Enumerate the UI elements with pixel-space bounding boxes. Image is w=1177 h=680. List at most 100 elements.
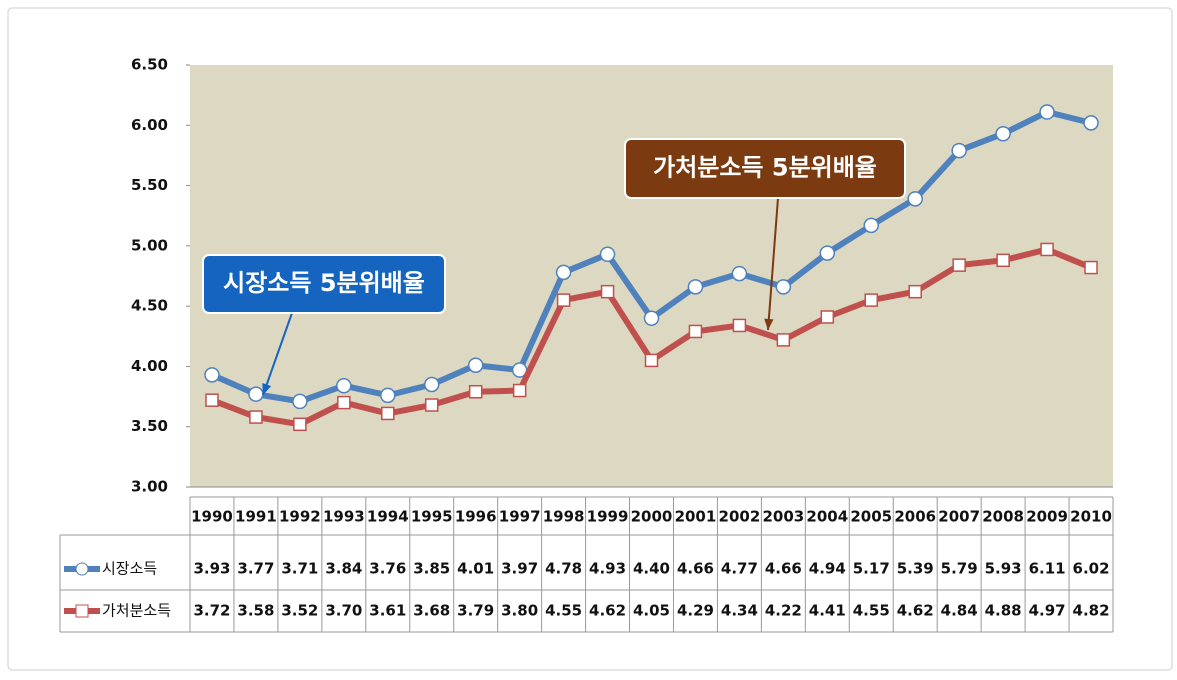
x-tick-label: 2010 xyxy=(1070,508,1112,526)
annotation-arrowhead xyxy=(262,383,272,395)
point xyxy=(467,357,484,373)
x-tick-label: 2002 xyxy=(719,508,761,526)
point xyxy=(863,217,880,234)
table-cell: 3.97 xyxy=(501,560,538,578)
point xyxy=(1039,104,1055,120)
point xyxy=(556,293,571,307)
annotation-box xyxy=(202,254,446,314)
x-tick-label: 1992 xyxy=(279,508,321,526)
table-cell: 3.93 xyxy=(193,560,230,578)
table-cell: 4.78 xyxy=(545,560,582,578)
point xyxy=(951,142,967,159)
table-cell: 4.55 xyxy=(853,602,890,620)
point xyxy=(819,245,836,261)
table-cell: 4.40 xyxy=(633,560,670,578)
table-cell: 3.80 xyxy=(501,602,538,620)
point xyxy=(820,310,835,324)
point xyxy=(952,258,966,272)
table-cell: 4.88 xyxy=(985,602,1022,620)
table-cell: 3.77 xyxy=(237,560,274,578)
table-cell: 3.68 xyxy=(413,602,450,620)
point xyxy=(423,376,440,393)
x-tick-label: 2004 xyxy=(806,508,848,526)
point xyxy=(468,384,483,399)
point xyxy=(555,264,572,281)
x-tick-label: 2000 xyxy=(631,508,673,526)
table-cell: 4.34 xyxy=(721,602,758,620)
point xyxy=(1083,115,1099,131)
x-tick-label: 2008 xyxy=(982,508,1024,526)
annotation-arrow xyxy=(767,197,779,331)
point xyxy=(381,406,395,421)
table-cell: 4.66 xyxy=(765,560,802,578)
x-tick-label: 1996 xyxy=(455,508,497,526)
point xyxy=(293,417,307,432)
annotation-arrow xyxy=(262,312,293,396)
point xyxy=(643,310,660,326)
x-tick-label: 1995 xyxy=(411,508,453,526)
point xyxy=(688,324,703,339)
table-cell: 6.02 xyxy=(1073,560,1110,578)
x-tick-label: 1998 xyxy=(543,508,585,526)
table-cell: 4.94 xyxy=(809,560,846,578)
legend-marker xyxy=(75,562,89,576)
point xyxy=(687,279,704,295)
table-cell: 6.11 xyxy=(1029,560,1066,578)
point xyxy=(380,387,396,404)
point xyxy=(1084,260,1098,275)
table-cell: 4.82 xyxy=(1073,602,1110,620)
table-cell: 4.55 xyxy=(545,602,582,620)
y-tick-label: 3.50 xyxy=(131,417,168,435)
x-tick-label: 1997 xyxy=(499,508,541,526)
table-cell: 4.62 xyxy=(897,602,934,620)
table-cell: 5.79 xyxy=(941,560,978,578)
table-cell: 4.62 xyxy=(589,602,626,620)
x-tick-label: 2006 xyxy=(894,508,936,526)
point xyxy=(996,253,1010,268)
point xyxy=(908,284,922,299)
point xyxy=(907,191,923,207)
point xyxy=(1040,242,1054,257)
table-cell: 3.85 xyxy=(413,560,450,578)
table-cell: 4.41 xyxy=(809,602,846,620)
y-tick-label: 5.50 xyxy=(131,176,168,194)
point xyxy=(864,293,879,307)
annotation-text: 시장소득 5분위배율 xyxy=(223,269,425,297)
table-cell: 4.84 xyxy=(941,602,978,620)
x-tick-label: 2003 xyxy=(762,508,804,526)
table-cell: 4.66 xyxy=(677,560,714,578)
point xyxy=(599,246,616,263)
point xyxy=(512,383,527,398)
x-tick-label: 2005 xyxy=(850,508,892,526)
x-tick-label: 2007 xyxy=(938,508,980,526)
table-cell: 4.29 xyxy=(677,602,714,620)
annotation-box xyxy=(624,138,906,199)
table-cell: 3.58 xyxy=(237,602,274,620)
table-cell: 3.52 xyxy=(281,602,318,620)
point xyxy=(775,279,792,295)
point xyxy=(995,125,1011,142)
annotation-arrowhead xyxy=(764,318,774,330)
legend-label: 가처분소득 xyxy=(102,602,171,620)
table-cell: 4.93 xyxy=(589,560,626,578)
table-cell: 3.71 xyxy=(281,560,318,578)
point xyxy=(424,398,439,412)
y-tick-label: 5.00 xyxy=(131,236,168,254)
point xyxy=(292,393,308,410)
point xyxy=(776,333,791,347)
point xyxy=(336,377,352,394)
table-cell: 5.17 xyxy=(853,560,890,578)
y-tick-label: 4.00 xyxy=(131,357,168,375)
x-tick-label: 1990 xyxy=(191,508,233,526)
y-tick-label: 6.50 xyxy=(131,56,168,74)
point xyxy=(249,410,263,424)
y-tick-label: 6.00 xyxy=(131,116,168,134)
table-cell: 4.01 xyxy=(457,560,494,578)
x-tick-label: 1994 xyxy=(367,508,409,526)
point xyxy=(732,318,747,333)
table-cell: 3.79 xyxy=(457,602,494,620)
table-cell: 4.77 xyxy=(721,560,758,578)
point xyxy=(644,353,659,368)
annotation-text: 가처분소득 5분위배율 xyxy=(653,154,877,182)
